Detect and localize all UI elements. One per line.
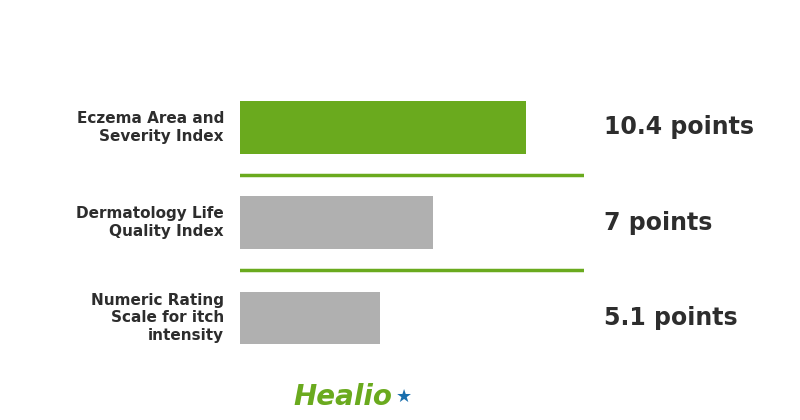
Text: Healio: Healio bbox=[293, 383, 392, 411]
Text: ★: ★ bbox=[396, 388, 412, 406]
Bar bbox=[240, 101, 526, 154]
Bar bbox=[240, 291, 380, 344]
Text: Dermatology Life
Quality Index: Dermatology Life Quality Index bbox=[76, 206, 224, 239]
Bar bbox=[240, 197, 433, 249]
Text: 10.4 points: 10.4 points bbox=[604, 116, 754, 139]
Text: Numeric Rating
Scale for itch
intensity: Numeric Rating Scale for itch intensity bbox=[91, 293, 224, 343]
Text: Mean changes in assessment tools at week 4:: Mean changes in assessment tools at week… bbox=[94, 21, 706, 45]
Text: Eczema Area and
Severity Index: Eczema Area and Severity Index bbox=[77, 111, 224, 144]
Text: 7 points: 7 points bbox=[604, 210, 712, 235]
Text: 5.1 points: 5.1 points bbox=[604, 306, 738, 330]
